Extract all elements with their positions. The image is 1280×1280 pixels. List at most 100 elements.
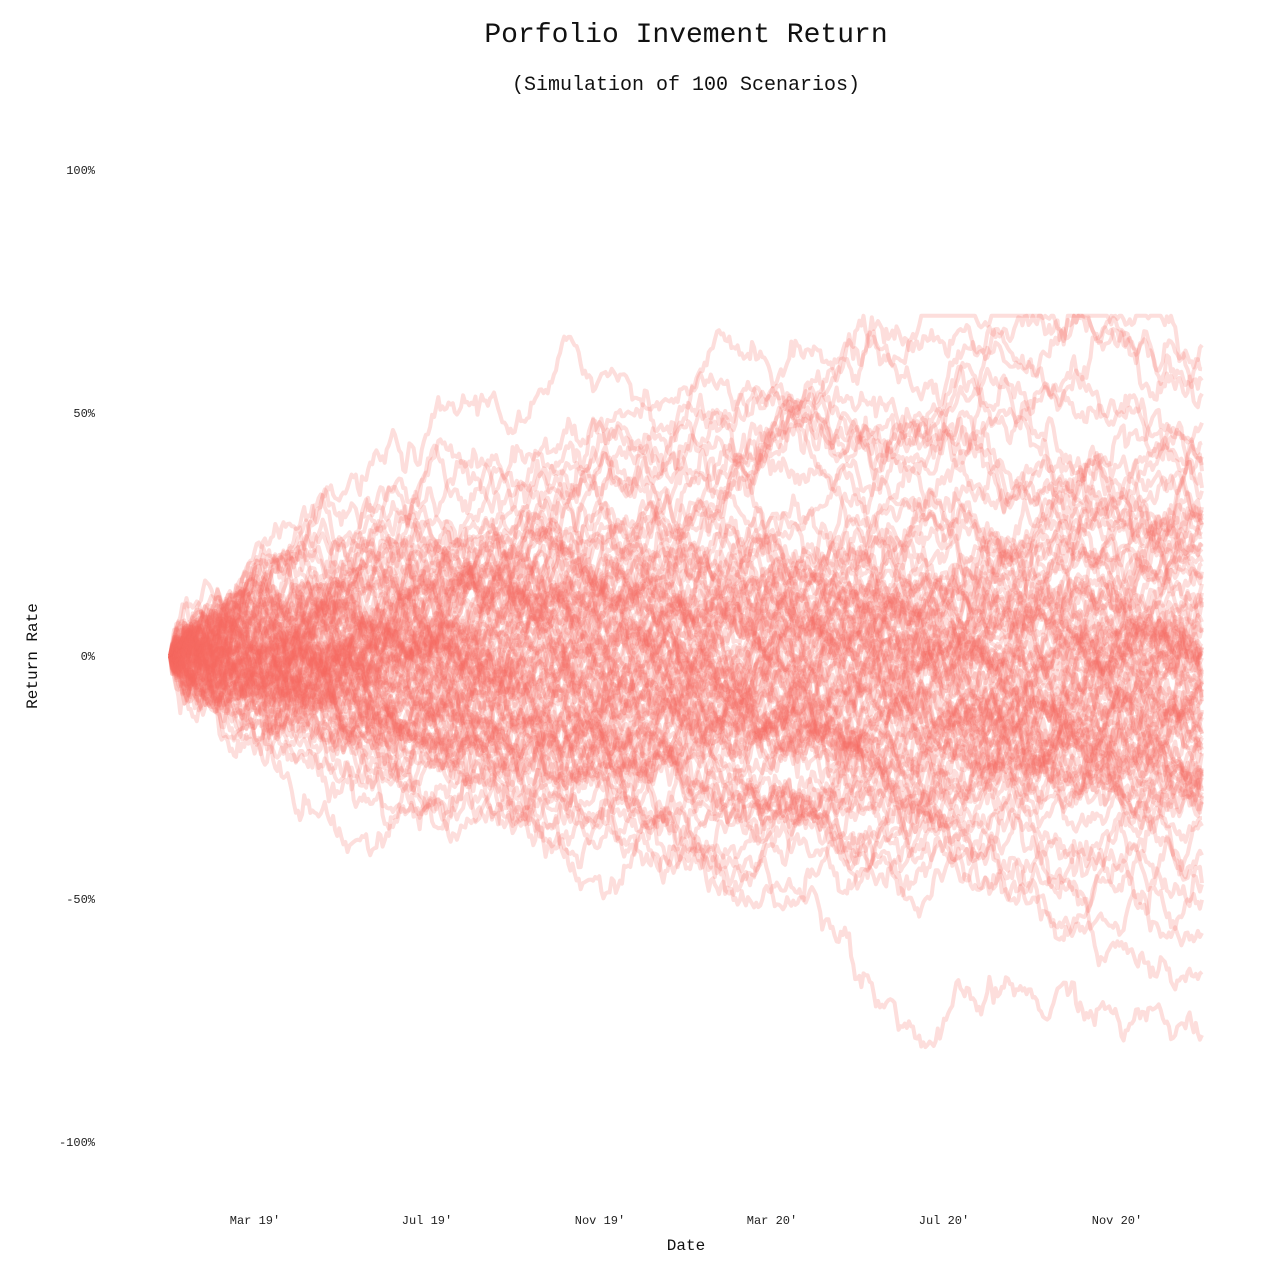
chart-subtitle: (Simulation of 100 Scenarios) <box>511 74 861 97</box>
scenario-line <box>169 385 1204 674</box>
scenario-line <box>168 497 1204 737</box>
scenario-line <box>168 640 1204 948</box>
scenario-line <box>168 599 1203 758</box>
scenario-line <box>168 458 1204 700</box>
scenario-line <box>168 655 1204 812</box>
scenario-line <box>168 364 1204 697</box>
scenario-line <box>168 510 1204 697</box>
scenario-line <box>168 499 1204 710</box>
scenario-line <box>168 562 1204 809</box>
scenario-line <box>168 368 1204 676</box>
scenario-line <box>168 603 1204 793</box>
scenario-line <box>168 502 1204 723</box>
scenario-line <box>168 592 1203 837</box>
scenario-line <box>169 530 1204 763</box>
scenario-line <box>169 646 1204 913</box>
scenario-line <box>168 485 1204 692</box>
y-tick-label: -100% <box>59 1136 96 1150</box>
scenario-line <box>168 519 1204 750</box>
scenario-line <box>169 508 1204 688</box>
scenario-line <box>168 552 1204 706</box>
scenario-line <box>168 548 1203 691</box>
scenario-line <box>168 605 1204 777</box>
scenario-line <box>168 490 1204 700</box>
scenario-line <box>168 489 1204 726</box>
x-tick-label: Nov 20' <box>1092 1214 1142 1228</box>
scenario-line <box>168 584 1204 773</box>
y-axis-ticks: 100% 50% 0% -50% -100% <box>59 164 96 1150</box>
scenario-line <box>168 530 1204 819</box>
scenario-line <box>168 618 1204 835</box>
scenario-line <box>168 487 1204 822</box>
scenario-line <box>168 629 1204 799</box>
scenario-line <box>168 629 1204 759</box>
scenario-line <box>168 545 1203 769</box>
y-tick-label: -50% <box>66 893 96 907</box>
scenario-line <box>168 628 1204 824</box>
x-tick-label: Jul 19' <box>402 1214 452 1228</box>
scenario-line <box>168 313 1204 685</box>
scenario-line <box>168 502 1203 661</box>
scenario-line <box>168 562 1204 737</box>
scenario-line <box>168 435 1204 724</box>
scenario-line <box>169 618 1204 762</box>
scenario-line <box>168 537 1204 685</box>
scenario-line <box>169 518 1204 721</box>
scenario-line <box>168 594 1204 841</box>
scenario-line <box>169 494 1204 811</box>
scenario-line <box>168 552 1204 757</box>
scenario-line <box>168 545 1203 776</box>
scenario-line <box>168 655 1204 801</box>
scenario-line <box>168 655 1204 852</box>
scenario-line <box>168 490 1203 731</box>
scenario-line <box>168 465 1204 880</box>
scenario-lines <box>168 313 1204 1050</box>
scenario-line <box>168 506 1204 741</box>
scenario-line <box>168 582 1204 754</box>
scenario-line <box>168 566 1204 738</box>
y-axis-label: Return Rate <box>24 603 42 709</box>
scenario-line <box>168 646 1204 896</box>
scenario-line <box>169 459 1204 814</box>
scenario-line <box>169 422 1204 687</box>
scenario-line <box>168 559 1204 702</box>
y-tick-label: 0% <box>81 650 96 664</box>
scenario-line <box>168 514 1204 792</box>
scenario-line <box>169 579 1204 806</box>
scenario-line <box>168 313 1204 686</box>
x-tick-label: Nov 19' <box>575 1214 625 1228</box>
scenario-line <box>168 493 1204 718</box>
x-axis-label: Date <box>667 1237 705 1255</box>
scenario-line <box>168 610 1204 737</box>
scenario-line <box>168 618 1203 768</box>
scenario-line <box>168 421 1203 689</box>
scenario-line <box>169 622 1204 812</box>
x-tick-label: Mar 19' <box>230 1214 280 1228</box>
scenario-line <box>168 645 1204 897</box>
x-tick-label: Jul 20' <box>919 1214 969 1228</box>
scenario-line <box>168 595 1204 707</box>
scenario-line <box>168 587 1204 821</box>
x-axis-ticks: Mar 19' Jul 19' Nov 19' Mar 20' Jul 20' Nov 2… <box>230 1214 1142 1228</box>
scenario-line <box>169 439 1203 739</box>
chart-title: Porfolio Invement Return <box>484 20 888 51</box>
scenario-line <box>168 618 1203 774</box>
scenario-line <box>168 589 1203 814</box>
scenario-line <box>168 595 1204 800</box>
scenario-line <box>169 525 1204 706</box>
scenario-line <box>168 361 1204 675</box>
scenario-line <box>168 324 1204 672</box>
scenario-line <box>168 517 1204 679</box>
scenario-line <box>168 313 1203 665</box>
scenario-line <box>168 569 1204 858</box>
scenario-line <box>168 555 1204 772</box>
scenario-line <box>168 557 1204 773</box>
y-tick-label: 100% <box>66 164 96 178</box>
scenario-line <box>168 574 1204 782</box>
scenario-line <box>168 641 1204 908</box>
y-tick-label: 50% <box>73 407 95 421</box>
scenario-line <box>168 492 1204 746</box>
scenario-line <box>168 369 1204 698</box>
scenario-line <box>168 604 1204 866</box>
